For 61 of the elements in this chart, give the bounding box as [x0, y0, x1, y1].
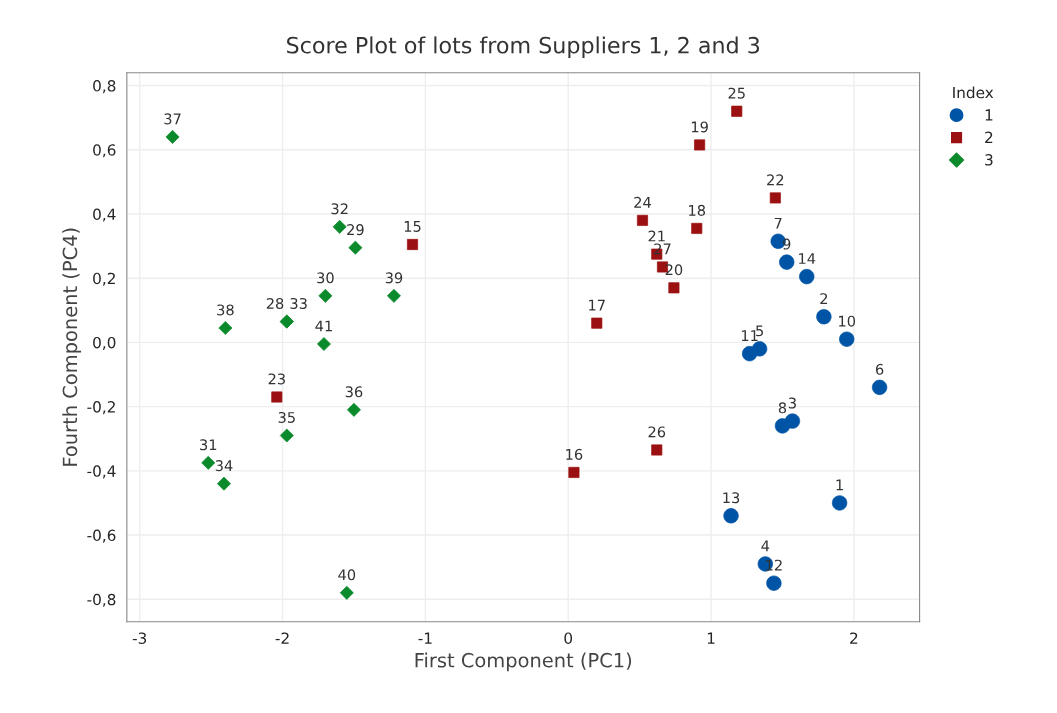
- annotation: 16: [566, 448, 583, 460]
- y-tick-label: 0,6: [93, 144, 116, 158]
- y-tick-label: -0,6: [87, 529, 116, 543]
- annotation: 25: [728, 87, 745, 99]
- annotation: 14: [799, 253, 816, 264]
- annotation: 13: [723, 492, 740, 504]
- annotation: 4: [761, 540, 770, 552]
- x-tick-label: -2: [275, 632, 289, 644]
- annotation: 8: [778, 402, 787, 414]
- annotation: 2: [820, 293, 828, 304]
- legend-label: 1: [985, 109, 993, 121]
- annotation: 10: [839, 315, 856, 327]
- annotation: 18: [689, 204, 706, 216]
- legend-title: Index: [953, 86, 994, 99]
- annotation: 30: [317, 272, 334, 284]
- annotation: 40: [338, 569, 356, 581]
- annotation: 26: [648, 426, 666, 438]
- annotation: 39: [385, 272, 403, 284]
- annotation: 41: [315, 320, 332, 332]
- annotation: 36: [345, 386, 363, 398]
- x-tick-label: -1: [418, 632, 432, 644]
- y-tick-label: -0,8: [87, 593, 116, 607]
- annotation: 27: [654, 243, 671, 255]
- annotation: 31: [200, 439, 217, 451]
- annotation: 15: [404, 221, 421, 232]
- annotation: 34: [215, 460, 233, 472]
- annotation: 21: [648, 230, 665, 242]
- y-tick-label: 0,0: [93, 336, 116, 350]
- annotation: 19: [691, 121, 708, 133]
- annotation: 11: [741, 330, 758, 341]
- x-tick-label: 2: [850, 632, 858, 644]
- x-tick-label: 0: [564, 632, 573, 644]
- x-axis-title: First Component (PC1): [415, 652, 632, 672]
- annotation: 3: [788, 397, 796, 409]
- annotation: 33: [290, 297, 307, 309]
- annotation: 28: [266, 297, 284, 309]
- annotation: 23: [268, 373, 285, 385]
- y-tick-label: -0,2: [87, 401, 115, 415]
- y-tick-label: 0,2: [93, 272, 115, 286]
- annotation: 22: [767, 174, 784, 186]
- annotation: 38: [217, 304, 234, 316]
- annotation: 29: [347, 224, 364, 236]
- chart-title: Score Plot of lots from Suppliers 1, 2 and 3: [287, 36, 760, 58]
- y-tick-label: 0,4: [93, 208, 116, 222]
- y-tick-label: 0,8: [93, 80, 116, 94]
- annotation: 1: [836, 479, 843, 491]
- annotation: 32: [331, 203, 348, 215]
- annotation: 7: [774, 217, 782, 229]
- annotation: 35: [278, 411, 295, 423]
- y-axis-title: Fourth Component (PC4): [62, 228, 82, 466]
- annotation: 5: [756, 325, 763, 337]
- x-tick-label: -3: [132, 632, 147, 644]
- y-tick-label: -0,4: [87, 465, 116, 479]
- legend-label: 2: [985, 131, 993, 143]
- annotation: 17: [589, 299, 605, 311]
- annotation: 37: [164, 113, 181, 125]
- annotation: 9: [783, 238, 791, 250]
- annotation: 24: [634, 196, 651, 208]
- x-tick-label: 1: [707, 632, 715, 644]
- legend-label: 3: [985, 154, 993, 166]
- annotation: 6: [875, 363, 884, 375]
